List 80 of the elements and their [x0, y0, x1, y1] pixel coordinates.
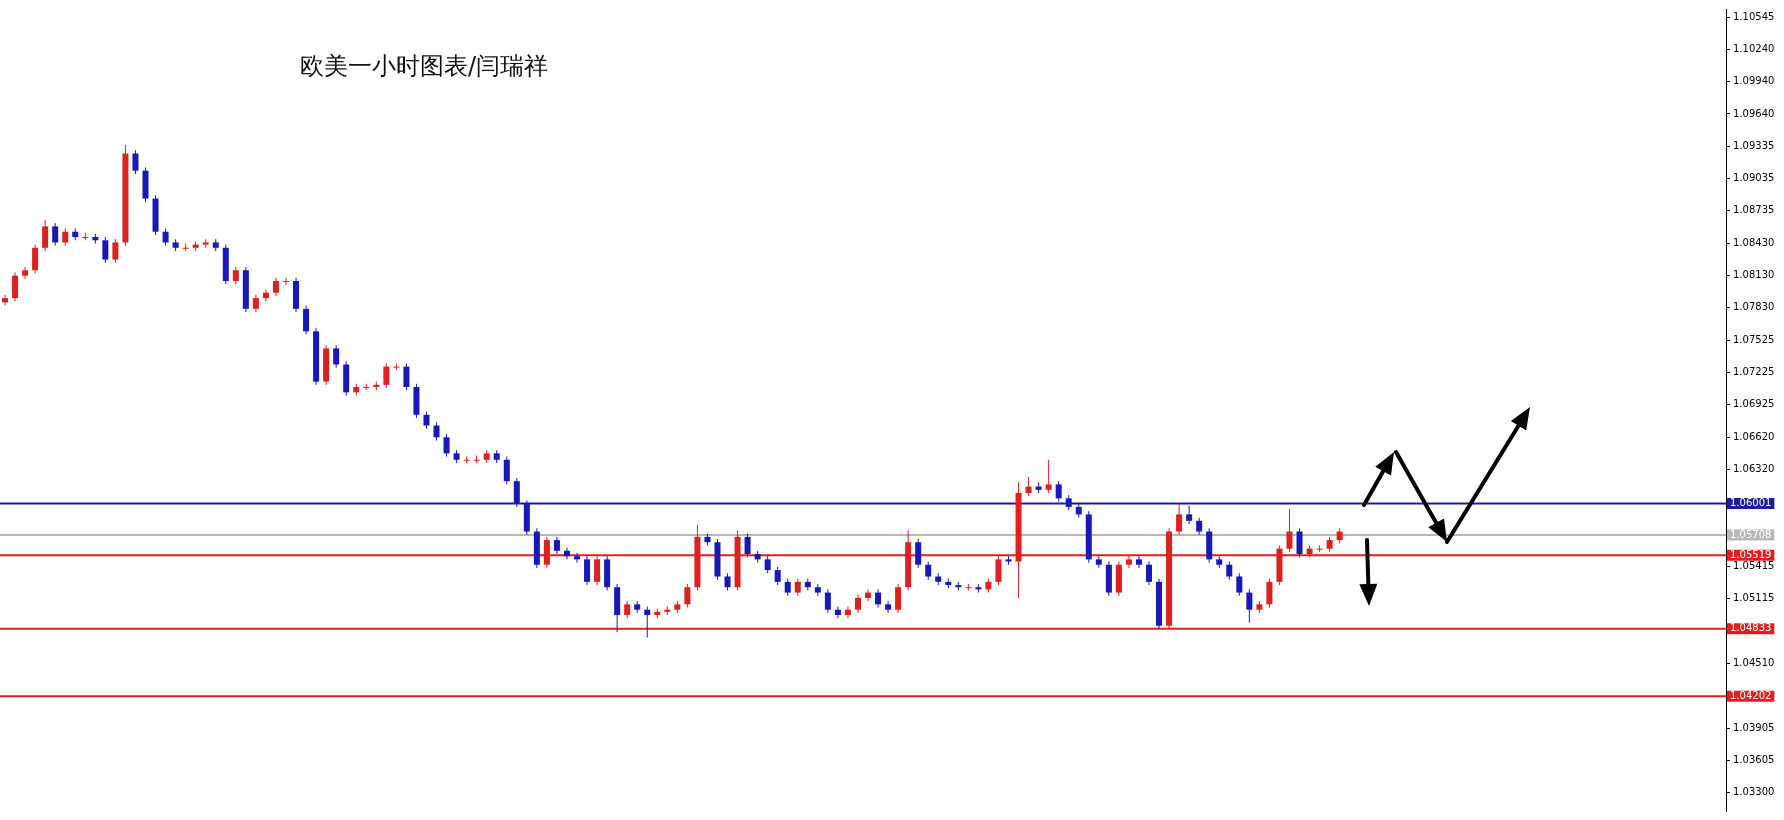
candlestick [22, 266, 29, 280]
candlestick [403, 362, 410, 391]
candlestick [1186, 505, 1193, 525]
candlestick [32, 244, 39, 274]
y-tick-label: 1.08430 [1733, 237, 1775, 249]
candlestick [684, 583, 691, 609]
candlestick [1135, 555, 1142, 569]
candlestick [1176, 503, 1183, 536]
ref-line-label: 1.05519 [1730, 548, 1772, 560]
ref-line-label: 1.05708 [1730, 528, 1772, 540]
y-tick-label: 1.09940 [1733, 75, 1775, 87]
candlestick [182, 243, 189, 252]
candlestick [1286, 508, 1293, 553]
candlestick [282, 277, 290, 286]
candlestick [303, 305, 310, 336]
y-tick-label: 1.09035 [1733, 172, 1775, 184]
candlestick [1266, 578, 1273, 609]
candlestick [12, 271, 19, 302]
candlestick [875, 588, 882, 609]
y-tick-label: 1.03905 [1733, 721, 1775, 733]
candlestick [1236, 572, 1243, 597]
candlestick [834, 605, 841, 619]
candlestick [52, 222, 59, 247]
y-tick-label: 1.04510 [1733, 656, 1775, 668]
y-tick-label: 1.10545 [1733, 10, 1775, 22]
y-tick-label: 1.07525 [1733, 333, 1775, 345]
candlestick [1045, 459, 1052, 494]
candlestick [1296, 527, 1303, 558]
candlestick [393, 362, 400, 371]
y-tick-label: 1.08130 [1733, 269, 1775, 281]
candlestick [1145, 561, 1153, 586]
y-tick-label: 1.07830 [1733, 301, 1775, 313]
candlestick [885, 600, 892, 614]
y-tick-label: 1.08735 [1733, 204, 1775, 216]
y-tick-label: 1.03300 [1733, 786, 1775, 798]
text: 欧美一小时图表/闫瑞祥 [300, 51, 549, 82]
candlestick [383, 362, 390, 389]
candlestick [1055, 480, 1062, 503]
candlestick [844, 605, 851, 619]
candlestick [1025, 476, 1032, 497]
candlestick [744, 533, 751, 558]
candlestick [824, 588, 831, 614]
candlestick [915, 538, 922, 569]
candlestick [503, 456, 510, 485]
candlestick [895, 583, 902, 614]
y-tick-label: 1.03605 [1733, 753, 1775, 765]
candlestick [563, 547, 570, 560]
y-tick-label: 1.09335 [1733, 140, 1775, 152]
candlestick [1316, 544, 1323, 553]
candlestick [272, 277, 279, 297]
candlestick [774, 566, 781, 586]
candlestick [865, 588, 872, 602]
y-tick-label: 1.10240 [1733, 43, 1775, 55]
y-tick-label: 1.06925 [1733, 398, 1775, 410]
candlestick [513, 477, 520, 508]
candlestick [132, 149, 139, 175]
candlestick [925, 561, 932, 581]
ref-line-label: 1.04202 [1730, 689, 1772, 701]
candlestick [854, 594, 861, 614]
candlestick [42, 219, 49, 252]
y-tick-label: 1.06620 [1733, 430, 1775, 442]
candlestick [102, 236, 109, 264]
candlestick [574, 552, 581, 564]
y-tick-label: 1.05115 [1733, 592, 1775, 604]
ref-line-label: 1.06001 [1730, 497, 1772, 509]
ref-line-label: 1.04833 [1730, 622, 1772, 634]
candlestick [262, 289, 269, 302]
candlestick [112, 238, 119, 264]
candlestick [1246, 588, 1253, 624]
y-tick-label: 1.06320 [1733, 463, 1775, 475]
candlestick [1226, 561, 1233, 581]
candlestick [433, 421, 440, 442]
y-tick-label: 1.09640 [1733, 107, 1775, 119]
y-tick-label: 1.07225 [1733, 366, 1775, 378]
candlestick [584, 555, 591, 586]
candlestick [2, 294, 9, 307]
candlestick [443, 433, 450, 458]
y-tick-label: 1.05415 [1733, 559, 1775, 571]
candlestick [333, 344, 340, 369]
candlestick [644, 605, 651, 639]
